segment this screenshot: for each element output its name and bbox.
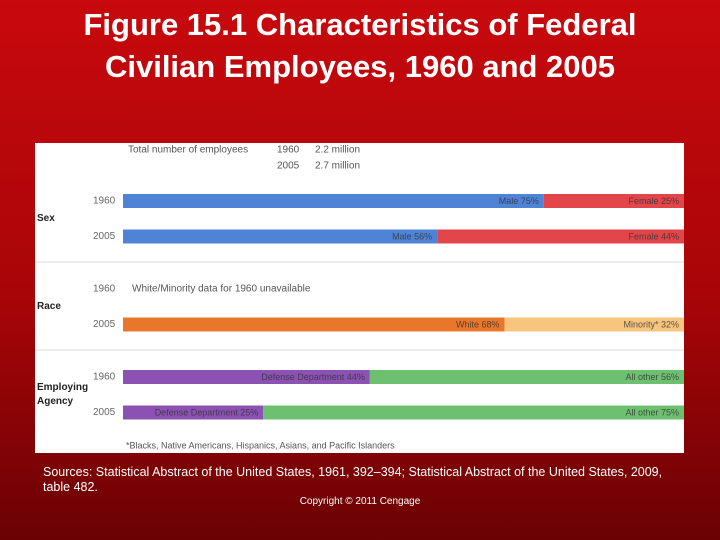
copyright: Copyright © 2011 Cengage [299, 496, 421, 507]
group-label: Employing Agency [37, 381, 89, 407]
bar-segment [123, 194, 544, 208]
group-label: Race [37, 300, 61, 312]
total-label: Total number of employees [128, 145, 248, 156]
segment-label: Female 25% [628, 196, 679, 206]
row-note: White/Minority data for 1960 unavailable [132, 284, 311, 295]
row-year: 2005 [93, 407, 116, 418]
segment-label: Male 75% [499, 196, 539, 206]
bar-segment [543, 194, 684, 208]
segment-label: All other 56% [625, 372, 679, 382]
segment-label: Minority* 32% [623, 319, 679, 329]
bar-segment [437, 229, 684, 244]
segment-label: All other 75% [625, 407, 679, 417]
row-year: 2005 [93, 231, 116, 242]
footnote: *Blacks, Native Americans, Hispanics, As… [126, 440, 395, 450]
sources: Sources: Statistical Abstract of the Uni… [43, 465, 663, 494]
group-label: Sex [37, 212, 55, 224]
chart-title: Figure 15.1 Characteristics of Federal C… [83, 7, 637, 84]
bar-segment [123, 405, 264, 420]
bar-segment [123, 229, 438, 244]
row-year: 1960 [93, 284, 116, 295]
bar-segment [123, 370, 370, 384]
total-value: 2.7 million [315, 161, 360, 172]
bar-segment [369, 370, 684, 384]
segment-label: Defense Department 44% [261, 372, 365, 382]
segment-label: Defense Department 25% [155, 407, 259, 417]
segment-label: White 68% [456, 319, 500, 329]
segment-label: Male 56% [392, 231, 432, 241]
row-year: 1960 [93, 372, 116, 383]
row-year: 2005 [93, 319, 116, 330]
total-year: 1960 [277, 145, 300, 156]
bar-segment [504, 317, 684, 332]
total-value: 2.2 million [315, 145, 360, 156]
bar-segment [263, 405, 684, 420]
segment-label: Female 44% [628, 231, 679, 241]
bar-segment [123, 317, 505, 332]
total-year: 2005 [277, 161, 300, 172]
row-year: 1960 [93, 196, 116, 207]
